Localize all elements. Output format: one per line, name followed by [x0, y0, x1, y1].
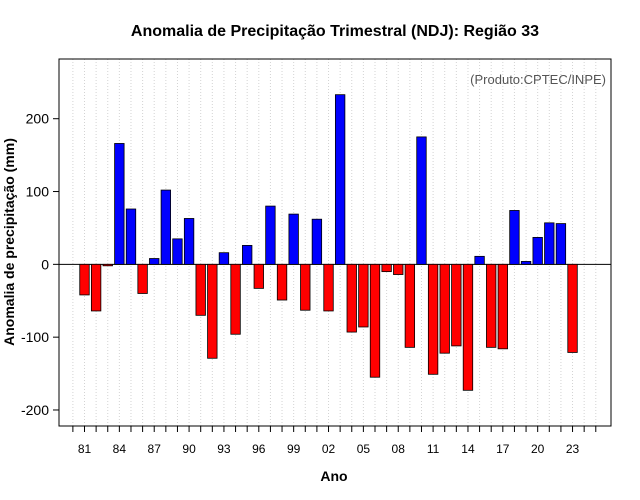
bar-1990 — [183, 218, 195, 265]
bar-1987 — [149, 258, 160, 265]
bar-2017 — [497, 263, 508, 350]
bar-1988 — [160, 189, 171, 265]
y-axis: -200 -100 0 100 200 — [21, 111, 59, 418]
x-tick-label: 99 — [287, 442, 301, 456]
y-tick-label: -100 — [21, 329, 49, 345]
bar-2008 — [393, 263, 404, 275]
bar-2020 — [532, 236, 543, 265]
y-tick-label: 0 — [41, 256, 49, 272]
bar-1992 — [207, 263, 218, 359]
plot-frame — [58, 58, 612, 427]
bar-1993 — [218, 252, 230, 265]
bar-2000 — [300, 263, 311, 311]
bar-1997 — [265, 205, 276, 265]
bar-2015 — [474, 255, 485, 265]
x-tick-label: 87 — [148, 442, 162, 456]
x-tick-label: 17 — [496, 442, 510, 456]
bar-1989 — [172, 238, 183, 265]
bar-2018 — [509, 210, 520, 265]
bar-2010 — [416, 136, 427, 265]
bar-1982 — [90, 263, 102, 312]
x-tick-label: 84 — [113, 442, 127, 456]
bar-2001 — [311, 218, 323, 265]
bar-2019 — [520, 261, 532, 265]
bar-2011 — [427, 263, 439, 375]
x-tick-label: 08 — [392, 442, 406, 456]
x-tick-label: 96 — [252, 442, 266, 456]
bar-2014 — [462, 263, 474, 391]
x-tick-label: 05 — [357, 442, 371, 456]
bar-1998 — [276, 263, 288, 301]
bar-2002 — [323, 263, 334, 312]
source-note: (Produto:CPTEC/INPE) — [470, 72, 606, 87]
bar-1999 — [288, 213, 299, 265]
bar-2012 — [439, 263, 450, 354]
bar-2005 — [358, 263, 369, 328]
x-tick-label: 93 — [217, 442, 231, 456]
bar-1995 — [242, 245, 253, 265]
y-tick-label: -200 — [21, 402, 49, 418]
bar-1983 — [102, 263, 113, 267]
x-tick-label: 20 — [531, 442, 545, 456]
bar-2009 — [404, 263, 416, 348]
bar-2023 — [567, 263, 578, 353]
bar-1986 — [137, 263, 148, 294]
bar-2006 — [369, 263, 381, 378]
x-tick-label: 11 — [427, 442, 440, 456]
bar-1991 — [195, 263, 206, 316]
x-tick-label: 02 — [322, 442, 336, 456]
bar-1981 — [79, 263, 90, 296]
bar-2007 — [381, 263, 392, 273]
x-tick-label: 81 — [78, 442, 92, 456]
bar-1994 — [230, 263, 241, 335]
y-tick-label: 100 — [26, 184, 50, 200]
bar-2021 — [544, 222, 555, 265]
bar-2022 — [555, 223, 567, 265]
y-axis-label: Anomalia de precipitação (mm) — [1, 138, 17, 346]
y-tick-label: 200 — [26, 111, 50, 127]
bar-1996 — [253, 263, 264, 289]
bar-2004 — [346, 263, 357, 333]
chart-title: Anomalia de Precipitação Trimestral (NDJ… — [131, 23, 539, 40]
bar-2016 — [486, 263, 497, 348]
bar-2013 — [451, 263, 462, 347]
x-tick-label: 90 — [182, 442, 196, 456]
x-tick-label: 23 — [566, 442, 580, 456]
bar-1985 — [125, 208, 137, 265]
x-axis: 81 84 87 90 93 96 99 02 05 08 11 14 17 20 23 — [72, 426, 597, 456]
bar-2003 — [334, 94, 346, 265]
bar-1984 — [114, 143, 125, 265]
x-axis-label: Ano — [320, 468, 347, 484]
bars-layer — [79, 94, 578, 391]
x-tick-label: 14 — [461, 442, 475, 456]
